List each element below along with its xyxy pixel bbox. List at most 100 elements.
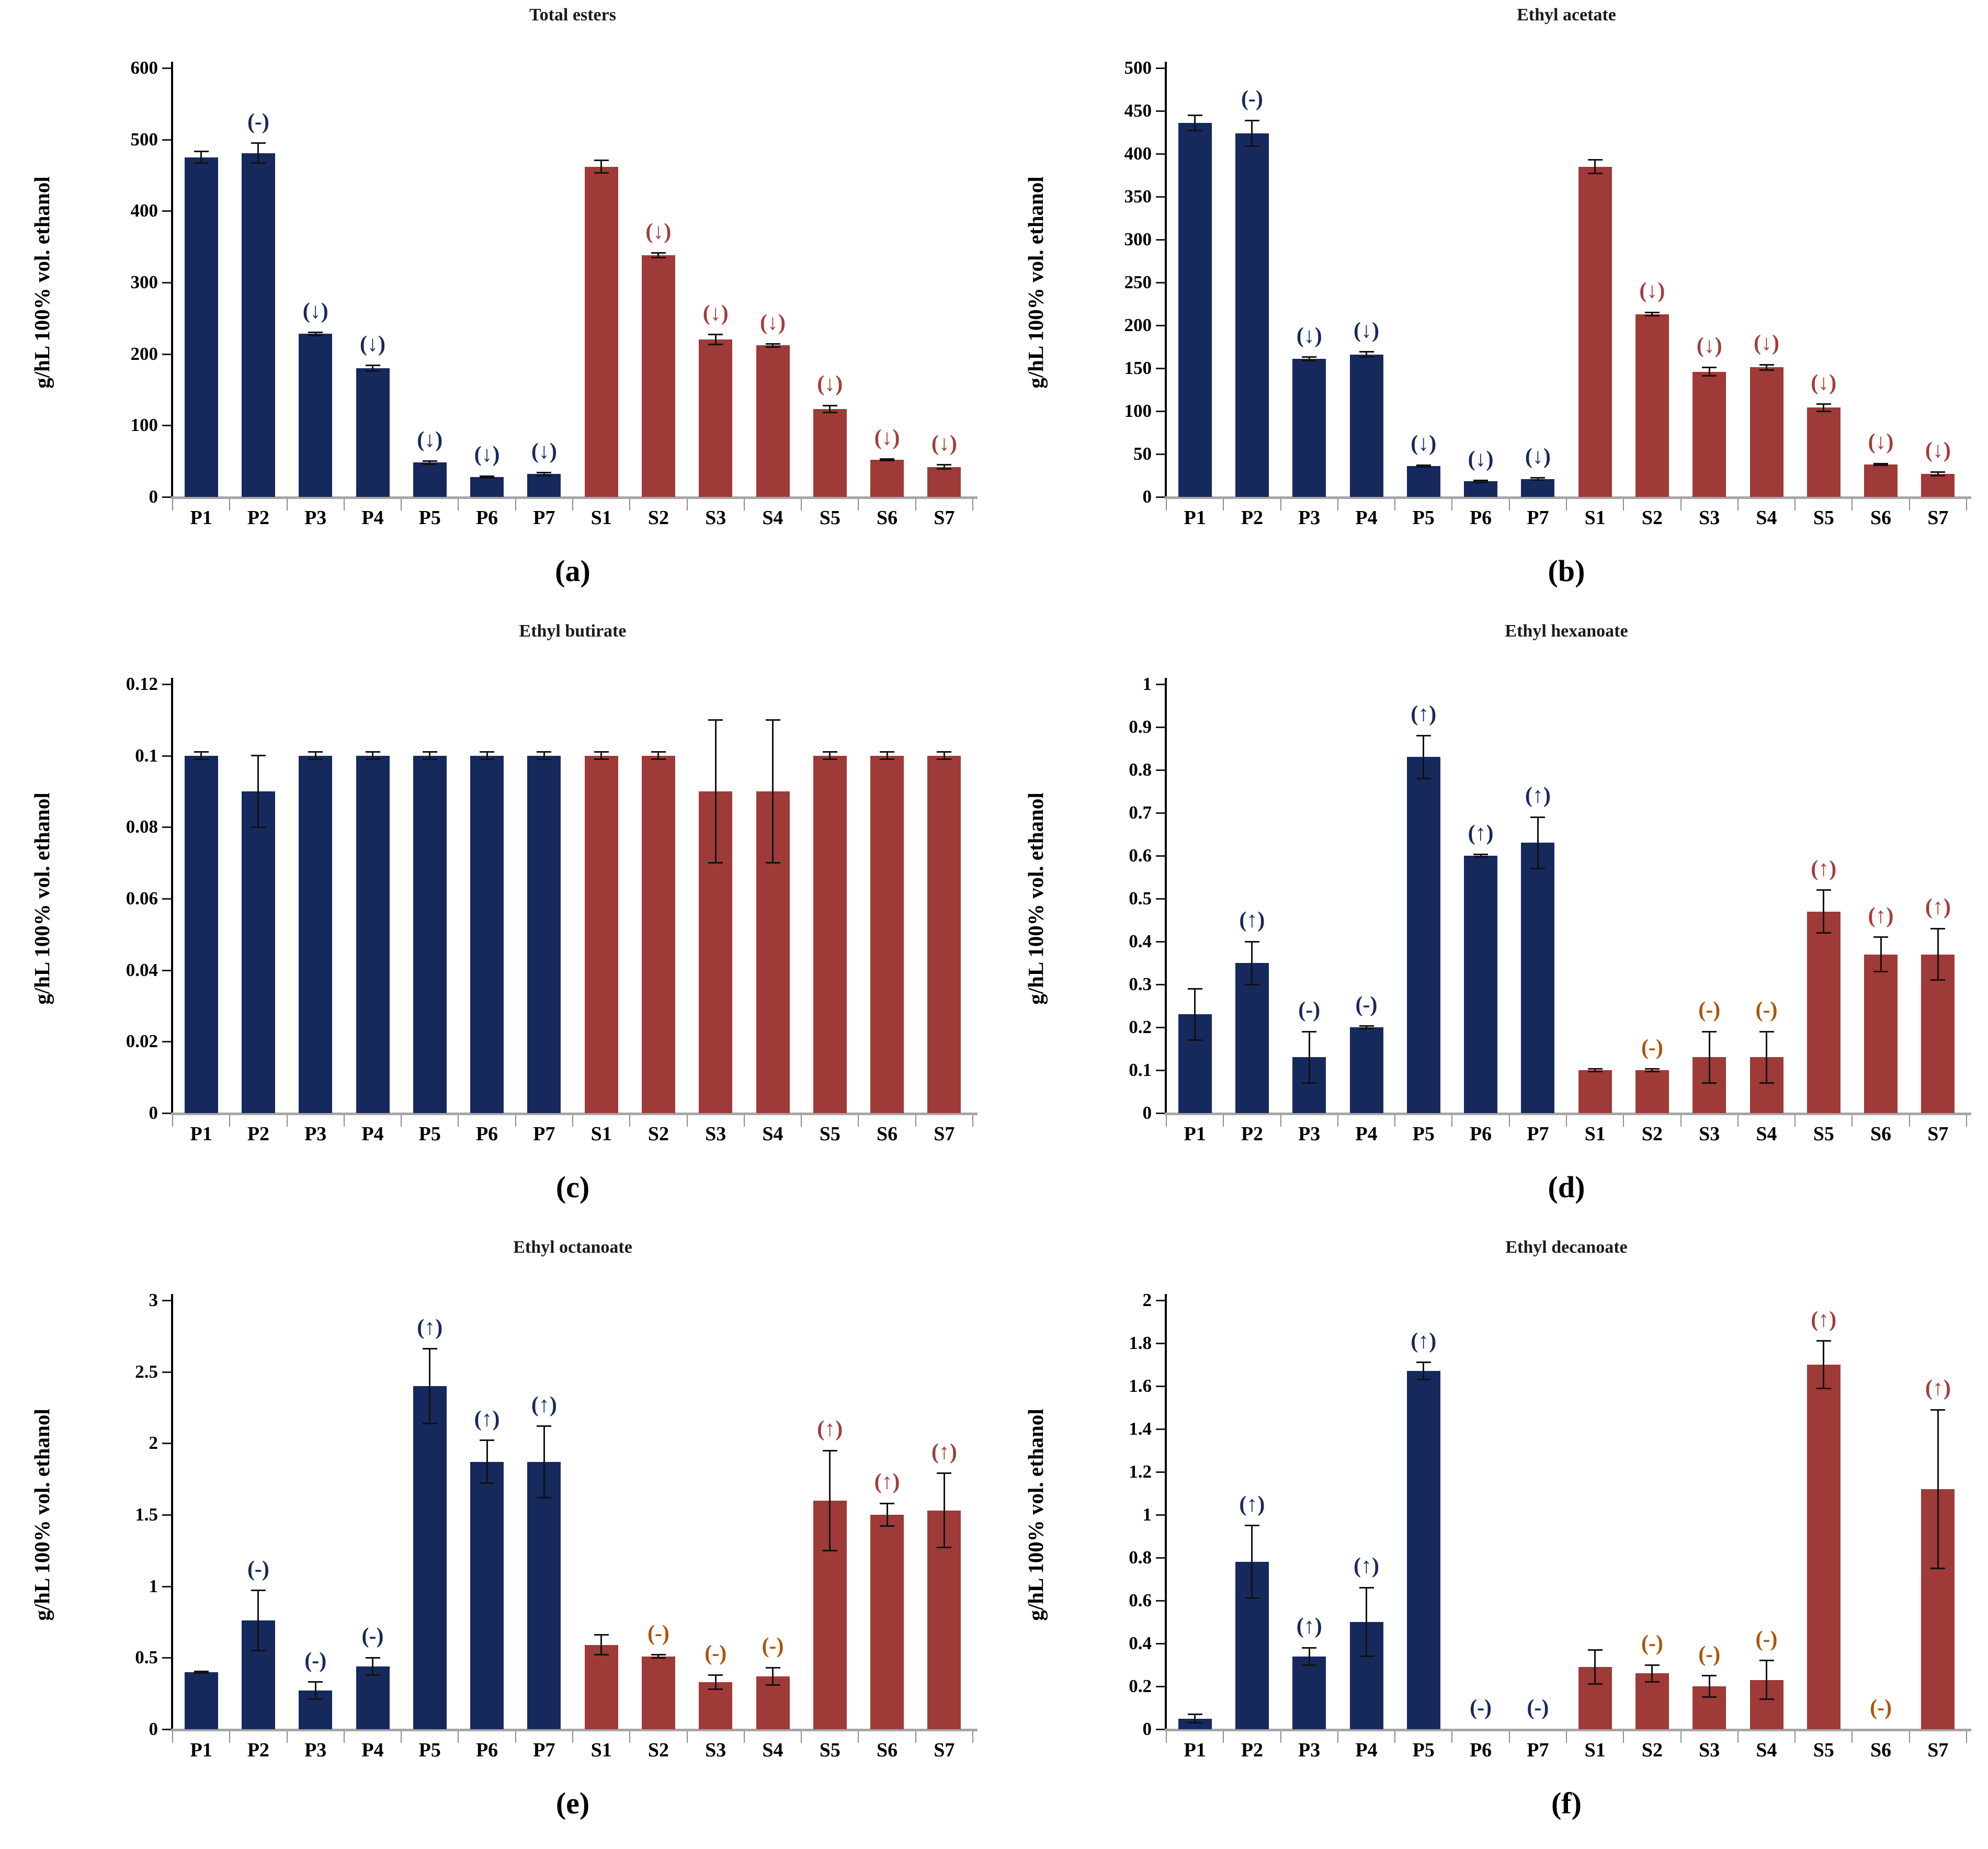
y-tick-label: 0.2: [1129, 1676, 1152, 1696]
error-cap-bottom: [308, 334, 323, 336]
y-tick: [1156, 1386, 1165, 1387]
x-tick: [1794, 499, 1796, 511]
x-tick: [972, 499, 973, 511]
x-tick: [1623, 1731, 1625, 1743]
error-cap-bottom: [1302, 359, 1317, 361]
y-tick-label: 0.6: [1129, 845, 1152, 866]
x-tick: [1451, 1731, 1453, 1743]
x-axis-label: P5: [1412, 1123, 1435, 1145]
bar-s6: [1864, 464, 1898, 497]
bar-s2: [1635, 1070, 1669, 1113]
y-tick-label: 0.1: [135, 745, 158, 766]
bar-annotation: (↑): [817, 1417, 843, 1441]
bar-annotation: (↓): [874, 425, 900, 450]
x-tick: [1909, 1115, 1910, 1127]
bar-p1: [1178, 122, 1212, 497]
y-tick-label: 0: [1142, 1103, 1152, 1123]
x-tick: [1394, 1115, 1396, 1127]
x-tick: [743, 1731, 745, 1743]
x-tick: [858, 499, 859, 511]
error-cap-top: [365, 751, 380, 753]
y-tick: [1156, 1113, 1165, 1114]
error-cap-top: [937, 751, 952, 753]
plot-area: 0 0.1 0.2 0.3 0.4 0.5 0.6 0.7 0.8 0.9 1 P1 (↑) P2 (-) P…: [994, 616, 1988, 1232]
bar-p4: [356, 755, 390, 1113]
x-tick: [401, 499, 402, 511]
error-cap-top: [251, 1590, 266, 1592]
bar-annotation: (↑): [1868, 903, 1894, 928]
x-tick: [743, 499, 745, 511]
x-axis-label: P2: [1241, 507, 1264, 529]
x-tick: [1280, 499, 1281, 511]
chart-panel-b: Ethyl acetate g/hL 100% vol. ethanol 0 50…: [994, 0, 1988, 616]
x-axis-label: S4: [1756, 507, 1777, 529]
x-axis-baseline: [171, 496, 978, 499]
error-cap-bottom: [1702, 1082, 1717, 1084]
x-tick: [915, 1731, 916, 1743]
x-axis-label: P1: [190, 507, 212, 529]
error-bar: [429, 461, 431, 464]
error-bar: [600, 1635, 603, 1655]
bar-s3: [1692, 371, 1726, 497]
error-bar: [1937, 1410, 1939, 1569]
error-bar: [543, 472, 545, 475]
error-cap-bottom: [594, 1654, 609, 1656]
y-tick-label: 0: [149, 486, 158, 507]
y-tick-label: 150: [1124, 358, 1152, 378]
x-axis-label: P6: [475, 507, 498, 529]
x-axis-label: S3: [1699, 1123, 1720, 1145]
bar-p7: [1521, 843, 1555, 1113]
x-axis-label: S7: [1927, 1739, 1949, 1761]
bar-p3: [299, 755, 333, 1113]
y-tick-label: 500: [1124, 58, 1152, 78]
y-tick: [1156, 1070, 1165, 1071]
error-cap-top: [480, 1439, 495, 1442]
bar-p2: [241, 791, 275, 1113]
error-cap-top: [1530, 477, 1546, 479]
error-cap-bottom: [1759, 1698, 1774, 1700]
x-tick: [1280, 1731, 1281, 1743]
error-cap-top: [1644, 311, 1660, 313]
bar-s6: [870, 1515, 904, 1729]
error-cap-top: [365, 365, 380, 367]
error-bar: [314, 1682, 316, 1699]
y-tick: [162, 1657, 172, 1659]
error-cap-bottom: [251, 826, 266, 828]
error-cap-top: [1702, 1675, 1717, 1676]
x-tick: [801, 1731, 802, 1743]
error-cap-bottom: [1302, 1664, 1317, 1666]
y-tick: [162, 496, 172, 498]
error-cap-top: [1587, 158, 1603, 161]
x-tick: [1966, 1115, 1967, 1127]
error-cap-top: [1644, 1664, 1660, 1666]
x-axis-label: P2: [1241, 1123, 1264, 1145]
error-cap-bottom: [708, 862, 723, 864]
error-bar: [1251, 120, 1253, 146]
error-cap-bottom: [708, 1688, 723, 1690]
error-bar: [1594, 1650, 1596, 1684]
x-axis-label: P2: [247, 507, 270, 529]
error-cap-bottom: [1359, 356, 1374, 358]
x-tick: [1737, 1115, 1739, 1127]
error-cap-bottom: [1873, 464, 1889, 466]
x-tick: [1394, 499, 1396, 511]
bar-annotation: (↓): [1696, 334, 1722, 358]
error-cap-bottom: [708, 344, 723, 346]
bar-annotation: (↓): [702, 301, 729, 325]
x-axis-label: P2: [247, 1739, 270, 1761]
bar-p4: [356, 1666, 390, 1729]
bar-annotation: (↑): [1239, 1492, 1265, 1516]
error-bar: [200, 151, 202, 163]
error-bar: [1594, 160, 1596, 174]
y-tick: [162, 1113, 172, 1114]
error-cap-bottom: [937, 1547, 952, 1549]
y-tick: [1156, 325, 1165, 326]
bar-annotation: (-): [705, 1641, 727, 1666]
x-axis-label: S6: [1870, 507, 1892, 529]
y-tick-label: 450: [1124, 100, 1152, 121]
error-cap-top: [1416, 464, 1431, 466]
bar-p6: [1464, 856, 1498, 1113]
y-tick-label: 0.1: [1129, 1060, 1152, 1080]
x-axis-label: S6: [876, 1123, 898, 1145]
bar-annotation: (↓): [817, 372, 843, 396]
